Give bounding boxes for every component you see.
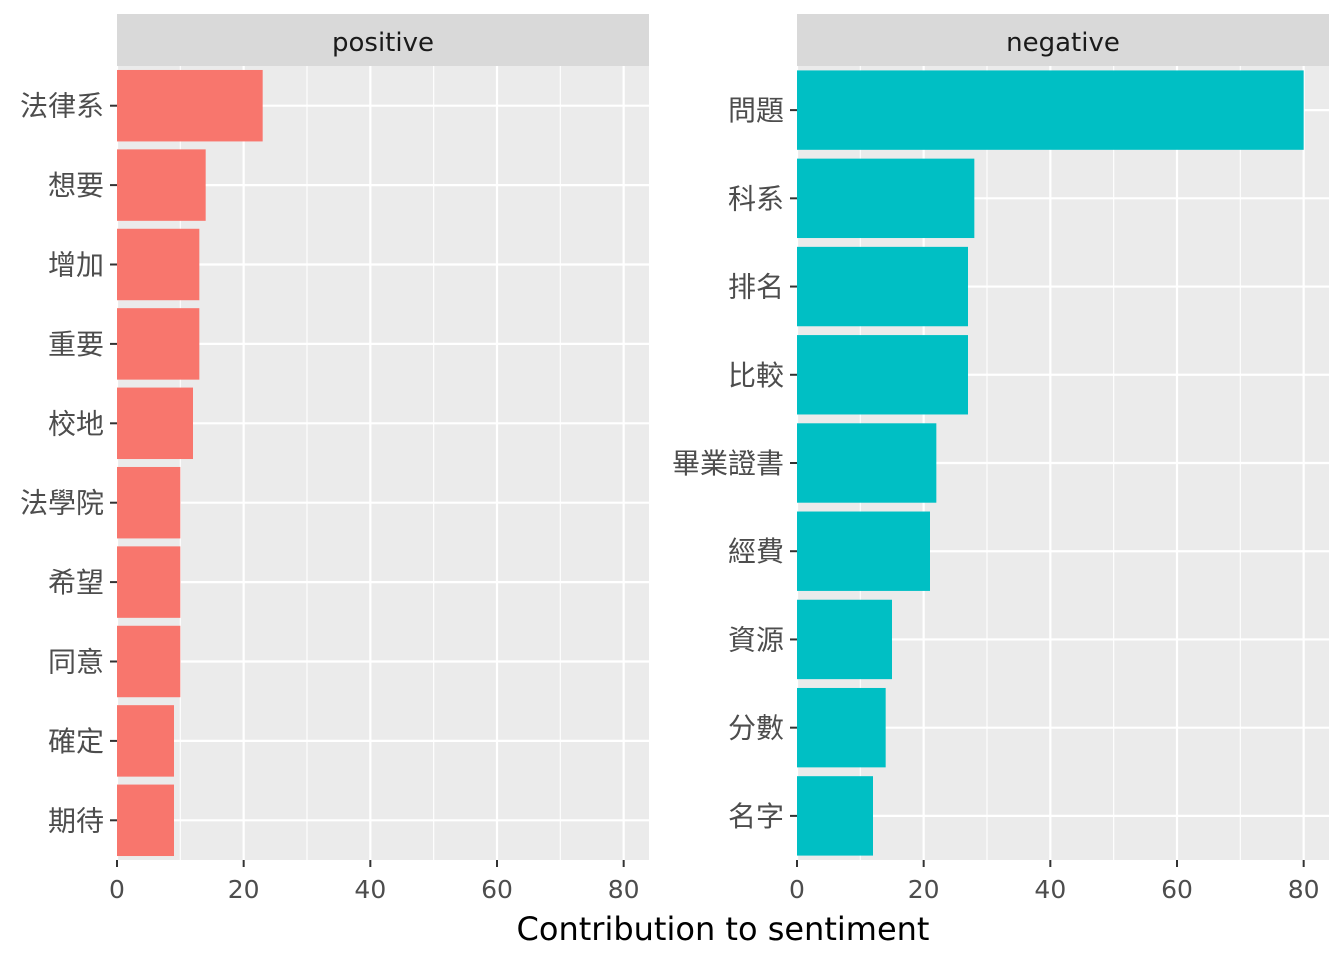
bar-排名 [797, 246, 968, 327]
bar-增加 [117, 228, 200, 301]
bar-希望 [117, 546, 181, 618]
y-tick-label: 重要 [48, 328, 104, 361]
bar-期待 [117, 784, 174, 857]
x-axis-title: Contribution to sentiment [517, 910, 930, 948]
y-tick-label: 畢業證書 [672, 447, 784, 480]
bar-問題 [797, 70, 1304, 150]
bar-分數 [797, 687, 886, 768]
y-tick-label: 名字 [728, 800, 784, 833]
x-tick-label: 40 [354, 875, 386, 904]
y-tick-label: 科系 [728, 182, 784, 215]
facet-strip [797, 14, 1329, 66]
y-tick-label: 增加 [48, 249, 104, 282]
y-tick-label: 想要 [48, 169, 104, 202]
y-tick-label: 法學院 [20, 487, 104, 520]
bar-科系 [797, 158, 975, 239]
y-tick-label: 問題 [728, 94, 784, 127]
facet-strip-label: positive [332, 28, 434, 58]
x-tick-label: 40 [1034, 875, 1066, 904]
bar-校地 [117, 387, 193, 460]
x-tick-label: 60 [1161, 875, 1193, 904]
x-tick-label: 0 [109, 875, 125, 904]
bar-重要 [117, 308, 200, 380]
y-tick-label: 經費 [728, 535, 784, 568]
bar-經費 [797, 511, 930, 591]
bar-畢業證書 [797, 423, 937, 503]
x-tick-label: 60 [481, 875, 513, 904]
bar-比較 [797, 335, 968, 415]
x-tick-label: 20 [228, 875, 260, 904]
bar-法學院 [117, 466, 181, 539]
x-tick-label: 20 [908, 875, 940, 904]
y-tick-label: 比較 [728, 359, 784, 392]
x-tick-label: 0 [789, 875, 805, 904]
y-tick-label: 校地 [48, 407, 104, 440]
x-tick-label: 80 [1288, 875, 1320, 904]
y-tick-label: 分數 [728, 712, 784, 745]
y-tick-label: 確定 [48, 725, 104, 758]
bar-同意 [117, 625, 181, 698]
facet-strip-label: negative [1006, 28, 1120, 58]
y-tick-label: 希望 [48, 566, 104, 599]
x-tick-label: 80 [608, 875, 640, 904]
y-tick-label: 排名 [728, 271, 784, 304]
y-tick-label: 法律系 [20, 90, 104, 123]
bar-想要 [117, 149, 206, 221]
facet-strip [117, 14, 649, 66]
bar-確定 [117, 705, 174, 777]
bar-資源 [797, 599, 892, 680]
y-tick-label: 同意 [48, 646, 104, 679]
y-tick-label: 期待 [48, 804, 104, 837]
y-tick-label: 資源 [728, 623, 784, 656]
bar-名字 [797, 776, 873, 856]
bar-法律系 [117, 69, 263, 142]
